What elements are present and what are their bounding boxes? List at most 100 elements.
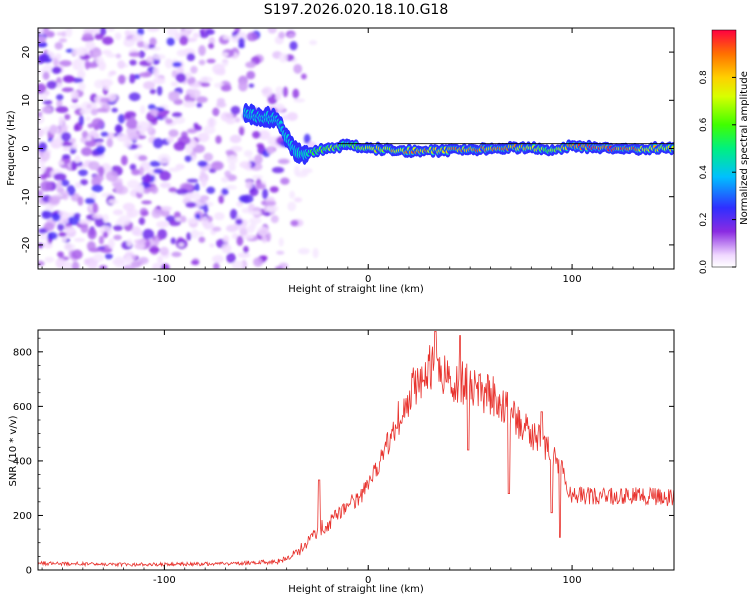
- spectrogram-noise-blob: [290, 219, 299, 227]
- spectrogram-noise-blob: [159, 182, 171, 189]
- spectrogram-noise-blob: [265, 204, 279, 213]
- spectrogram-noise-blob: [56, 99, 63, 108]
- spectrogram-noise-blob: [221, 188, 229, 196]
- spectrogram-noise-blob: [298, 247, 310, 255]
- spectrogram-noise-blob: [128, 51, 141, 58]
- spectrogram-noise-blob: [128, 92, 141, 102]
- spectrogram-noise-blob: [99, 225, 112, 237]
- spectrogram-noise-blob: [208, 117, 215, 128]
- spectrogram-noise-blob: [118, 215, 131, 226]
- spectrogram-noise-blob: [148, 247, 161, 252]
- spectrogram-noise-blob: [243, 245, 249, 254]
- spectrogram-noise-blob: [312, 247, 319, 259]
- spectrogram-noise-blob: [178, 242, 185, 247]
- spectrogram-noise-blob: [186, 128, 197, 134]
- spectrogram-noise-blob: [131, 226, 141, 236]
- spectrogram-noise-blob: [84, 140, 97, 147]
- spectrogram-noise-blob: [99, 248, 113, 253]
- spectrogram-noise-blob: [103, 85, 111, 91]
- spectrogram-noise-blob: [44, 205, 54, 211]
- spectrogram-noise-blob: [168, 91, 180, 102]
- spectrogram-noise-blob: [63, 75, 75, 83]
- spectrogram-noise-blob: [138, 155, 148, 162]
- spectrogram-noise-blob: [185, 201, 197, 208]
- spectrogram-noise-blob: [265, 200, 277, 206]
- spectrogram-noise-blob: [113, 182, 122, 188]
- spectrogram-noise-blob: [57, 217, 69, 225]
- spectrogram-noise-blob: [111, 107, 118, 113]
- spectrogram-noise-blob: [152, 66, 160, 78]
- spectrogram-noise-blob: [68, 215, 81, 226]
- spectrogram-noise-blob: [165, 118, 173, 124]
- spectrogram-noise-blob: [38, 69, 45, 74]
- spectrogram-noise-blob: [102, 49, 112, 55]
- spectrogram-noise-blob: [73, 124, 80, 132]
- spectrogram-noise-blob: [246, 70, 256, 80]
- spectrogram-noise-blob: [115, 53, 122, 59]
- spectrogram-noise-field: [38, 28, 319, 269]
- spectrogram-noise-blob: [140, 105, 146, 114]
- spectrogram-noise-blob: [168, 129, 179, 138]
- spectrogram-signal-track: [242, 102, 674, 165]
- spectrogram-noise-blob: [237, 252, 251, 258]
- spectrogram-y-tick-label: -10: [21, 189, 32, 205]
- spectrogram-noise-blob: [43, 222, 55, 232]
- spectrogram-noise-blob: [225, 149, 235, 156]
- spectrogram-noise-blob: [166, 37, 175, 46]
- spectrogram-noise-blob: [39, 164, 47, 173]
- spectrogram-noise-blob: [149, 37, 157, 47]
- spectrogram-y-ticks: -20 -10 0 10 20: [21, 32, 674, 265]
- spectrogram-noise-blob: [238, 80, 248, 92]
- spectrogram-noise-blob: [239, 161, 252, 169]
- spectrogram-noise-blob: [171, 251, 182, 258]
- colorbar-tick-label: 0.6: [699, 117, 709, 132]
- spectrogram-noise-blob: [98, 166, 105, 177]
- spectrogram-noise-blob: [106, 28, 115, 32]
- spectrogram-noise-blob: [149, 160, 161, 167]
- spectrogram-noise-blob: [113, 256, 126, 268]
- spectrogram-noise-blob: [86, 241, 96, 252]
- spectrogram-noise-blob: [197, 160, 208, 167]
- spectrogram-noise-blob: [309, 40, 318, 46]
- spectrogram-noise-blob: [254, 154, 263, 165]
- spectrogram-noise-blob: [278, 237, 284, 247]
- spectrogram-noise-blob: [209, 243, 215, 248]
- snr-y-tick-label: 0: [26, 566, 32, 577]
- spectrogram-noise-blob: [176, 49, 188, 57]
- spectrogram-noise-blob: [229, 145, 243, 152]
- spectrogram-noise-blob: [57, 223, 65, 232]
- spectrogram-noise-blob: [51, 66, 62, 74]
- spectrogram-noise-blob: [38, 111, 43, 118]
- spectrogram-noise-blob: [125, 39, 136, 47]
- spectrogram-noise-blob: [218, 194, 225, 204]
- spectrogram-noise-blob: [156, 85, 163, 96]
- spectrogram-noise-blob: [146, 56, 155, 64]
- spectrogram-noise-blob: [164, 58, 173, 69]
- spectrogram-noise-blob: [186, 178, 199, 183]
- spectrogram-noise-blob: [267, 146, 274, 155]
- spectrogram-noise-blob: [300, 73, 307, 80]
- spectrogram-noise-blob: [225, 224, 238, 233]
- spectrogram-noise-blob: [168, 187, 177, 193]
- spectrogram-noise-blob: [71, 160, 77, 171]
- spectrogram-noise-blob: [81, 130, 89, 139]
- spectrogram-noise-blob: [213, 262, 220, 269]
- spectrogram-noise-blob: [85, 116, 91, 122]
- spectrogram-noise-blob: [92, 214, 104, 219]
- spectrogram-noise-blob: [41, 106, 53, 114]
- spectrogram-noise-blob: [179, 31, 191, 37]
- spectrogram-noise-blob: [42, 100, 53, 105]
- spectrogram-noise-blob: [271, 166, 285, 174]
- spectrogram-noise-blob: [230, 105, 241, 115]
- spectrogram-noise-blob: [61, 190, 70, 201]
- spectrogram-noise-blob: [276, 250, 285, 255]
- spectrogram-noise-blob: [38, 260, 45, 267]
- spectrogram-noise-blob: [245, 180, 254, 190]
- spectrogram-noise-blob: [171, 112, 183, 118]
- spectrogram-noise-blob: [57, 251, 64, 258]
- spectrogram-noise-blob: [222, 235, 230, 243]
- spectrogram-noise-blob: [221, 52, 229, 57]
- spectrogram-noise-blob: [289, 190, 295, 199]
- spectrogram-noise-blob: [138, 50, 146, 59]
- spectrogram-noise-blob: [159, 170, 171, 181]
